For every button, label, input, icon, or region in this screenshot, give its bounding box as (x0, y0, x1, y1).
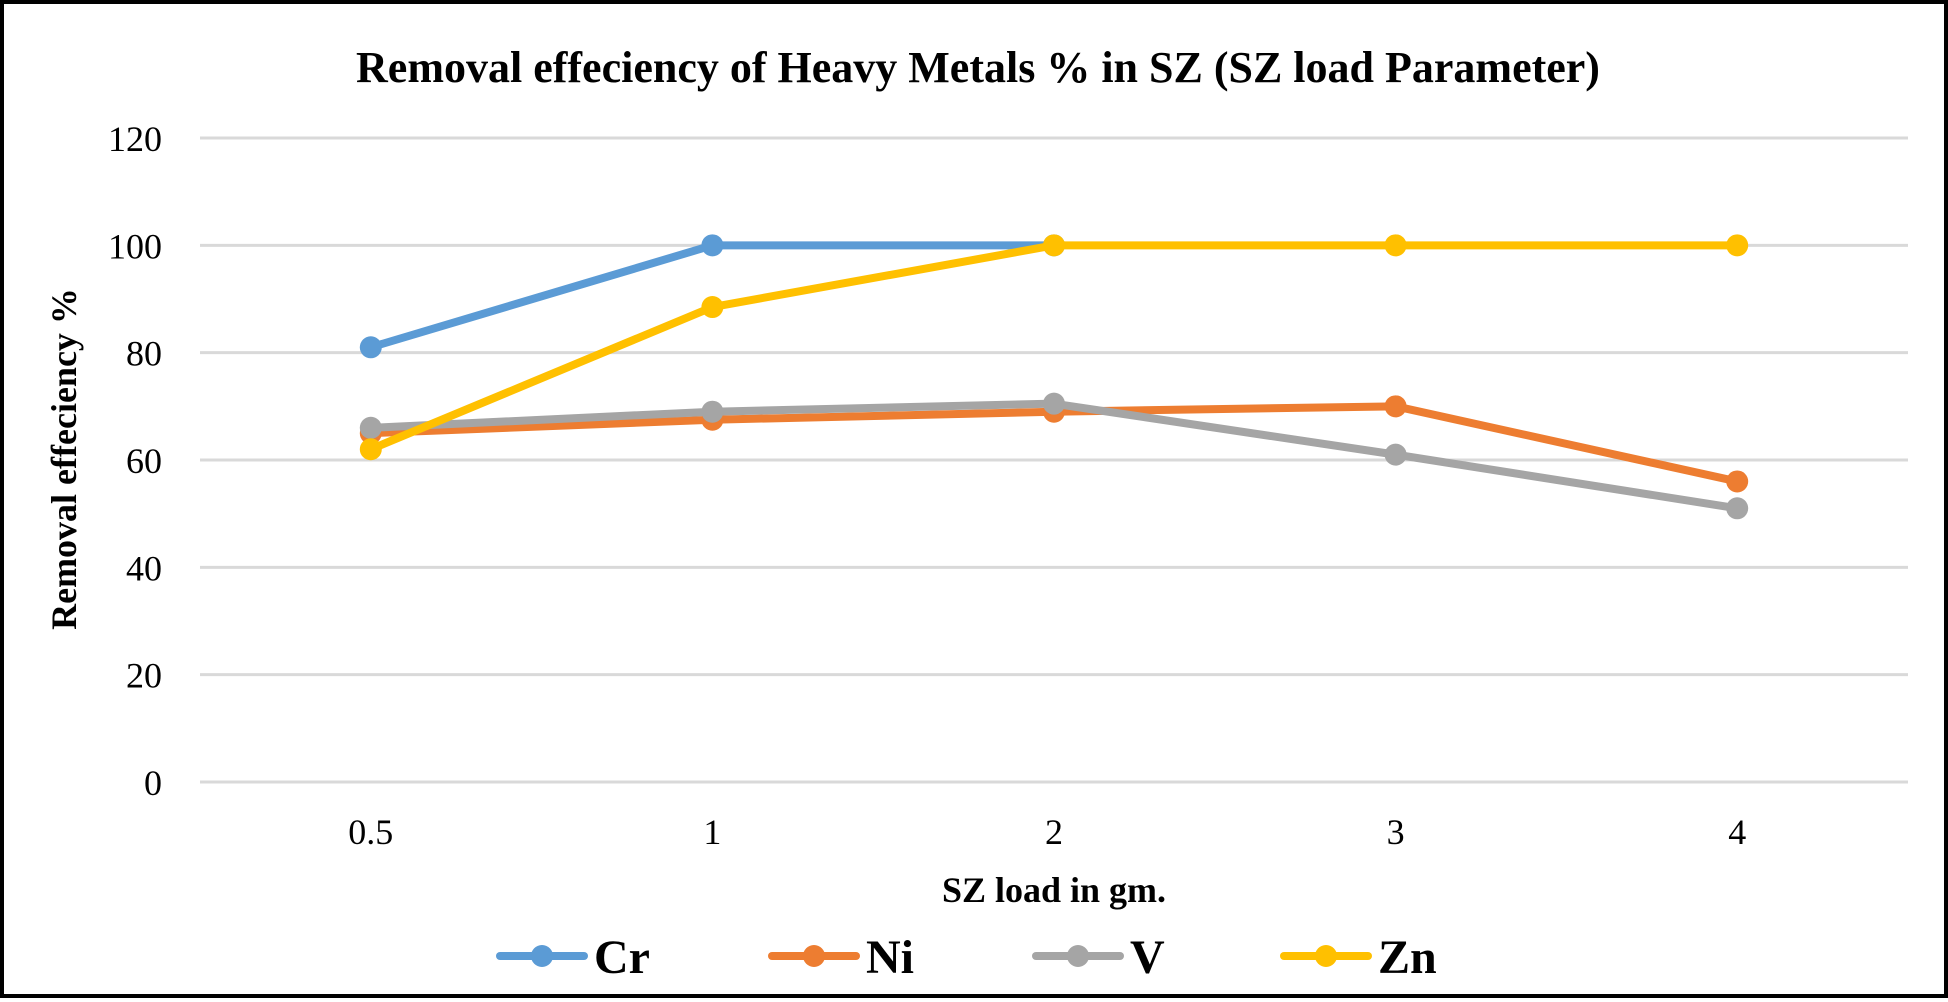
y-tick-label: 40 (126, 548, 162, 588)
y-tick-label: 80 (126, 334, 162, 374)
legend-swatch-marker (803, 945, 825, 967)
line-chart: Removal effeciency of Heavy Metals % in … (44, 43, 1908, 984)
y-tick-label: 60 (126, 441, 162, 481)
data-point-zn-1 (701, 296, 724, 319)
series-lines (359, 234, 1749, 520)
y-axis-label: Removal effeciency % (44, 288, 84, 630)
data-point-zn-2 (1043, 234, 1065, 257)
data-point-v-0.5 (359, 416, 382, 439)
data-point-ni-3 (1384, 395, 1407, 418)
data-point-v-3 (1384, 443, 1407, 466)
x-axis-ticks: 0.5 1 2 3 4 (348, 812, 1746, 852)
data-point-v-4 (1726, 497, 1749, 520)
data-point-v-1 (701, 400, 724, 423)
y-tick-label: 20 (126, 656, 162, 696)
series-v (359, 392, 1749, 520)
y-tick-label: 0 (144, 763, 162, 803)
data-point-cr-0.5 (359, 336, 382, 359)
data-point-cr-1 (701, 234, 724, 257)
x-tick-label: 4 (1728, 812, 1746, 852)
legend-swatch-marker (1067, 945, 1089, 967)
x-tick-label: 2 (1045, 812, 1063, 852)
chart-title: Removal effeciency of Heavy Metals % in … (356, 43, 1600, 92)
legend-label: Ni (866, 931, 914, 984)
y-axis-ticks: 0 20 40 60 80 100 120 (108, 119, 162, 803)
data-point-zn-4 (1726, 234, 1749, 257)
legend-item-v: V (1032, 931, 1165, 984)
x-tick-label: 3 (1387, 812, 1405, 852)
data-point-v-2 (1043, 392, 1065, 415)
x-axis-label: SZ load in gm. (942, 870, 1166, 910)
legend-item-ni: Ni (768, 931, 914, 984)
data-point-ni-4 (1726, 470, 1749, 493)
legend-swatch-marker (1315, 945, 1337, 967)
y-tick-label: 120 (108, 119, 162, 159)
legend-label: Cr (594, 931, 650, 984)
series-zn (359, 234, 1749, 461)
data-point-zn-3 (1384, 234, 1407, 257)
y-tick-label: 100 (108, 226, 162, 266)
x-tick-label: 0.5 (348, 812, 393, 852)
legend-swatch-marker (531, 945, 553, 967)
x-tick-label: 1 (703, 812, 721, 852)
legend-item-cr: Cr (496, 931, 650, 984)
legend-item-zn: Zn (1280, 931, 1437, 984)
data-point-zn-0.5 (359, 438, 382, 461)
legend-label: V (1130, 931, 1165, 984)
legend: Cr Ni V Zn (496, 931, 1437, 984)
legend-label: Zn (1378, 931, 1437, 984)
